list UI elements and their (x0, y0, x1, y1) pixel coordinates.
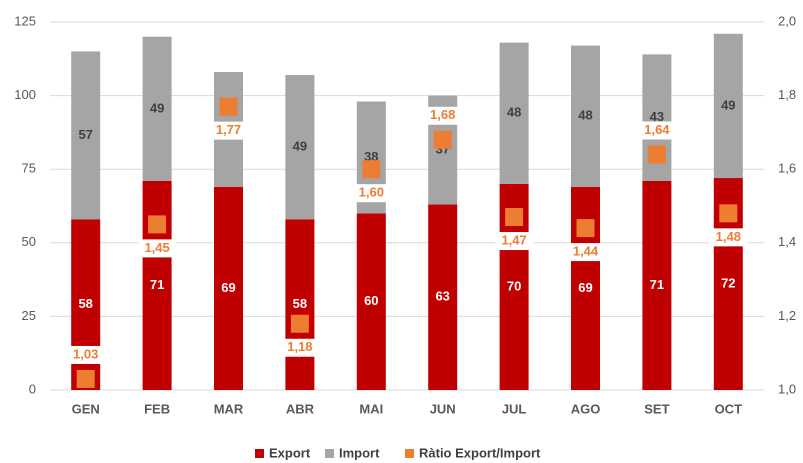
ratio-label-bg (280, 338, 319, 357)
ratio-value-label: 1,64 (644, 122, 670, 137)
bar-value-label: 70 (507, 278, 521, 293)
ratio-marker (362, 160, 381, 179)
bar-value-label: 71 (650, 277, 664, 292)
bar-segment (71, 51, 101, 220)
ratio-value-label: 1,18 (287, 339, 312, 354)
bar-value-label: 58 (293, 296, 307, 311)
x-tick-label: MAR (214, 401, 244, 416)
legend-label: Import (339, 445, 380, 460)
bar-value-label: 49 (721, 97, 735, 112)
y-tick-label: 0 (29, 381, 36, 396)
bar-value-label: 69 (221, 280, 235, 295)
bar-segment (285, 219, 315, 390)
x-tick-label: FEB (144, 401, 170, 416)
bar-value-label: 43 (650, 109, 664, 124)
legend-swatch (325, 449, 334, 458)
ratio-label-bg (352, 184, 391, 203)
ratio-label-bg (423, 106, 462, 125)
legend-label: Export (269, 445, 311, 460)
bar-value-label: 60 (364, 293, 378, 308)
bar-segment (642, 180, 672, 390)
bar-segment (428, 204, 458, 390)
legend-swatch (405, 449, 414, 458)
y-tick-label: 75 (22, 161, 36, 176)
ratio-label-bg (495, 232, 534, 251)
y2-tick-label: 1,6 (778, 161, 796, 176)
x-tick-label: JUN (430, 401, 456, 416)
ratio-marker (576, 219, 595, 238)
bar-segment (499, 42, 529, 184)
ratio-marker (505, 208, 524, 227)
ratio-value-label: 1,60 (359, 185, 384, 200)
bar-value-label: 49 (150, 100, 164, 115)
x-tick-label: MAI (359, 401, 383, 416)
y-tick-label: 50 (22, 234, 36, 249)
x-tick-label: ABR (286, 401, 315, 416)
ratio-value-label: 1,03 (73, 346, 98, 361)
ratio-value-label: 1,45 (144, 240, 169, 255)
bar-value-label: 48 (578, 108, 592, 123)
ratio-marker (148, 215, 167, 234)
bar-value-label: 71 (150, 277, 164, 292)
x-tick-label: GEN (72, 401, 100, 416)
bar-segment (285, 74, 315, 220)
legend-swatch (255, 449, 264, 458)
y2-tick-label: 1,0 (778, 381, 796, 396)
ratio-marker (76, 369, 95, 388)
ratio-marker (219, 97, 238, 116)
y-tick-label: 25 (22, 308, 36, 323)
ratio-marker (719, 204, 738, 223)
y2-tick-label: 1,2 (778, 308, 796, 323)
ratio-label-bg (66, 345, 105, 364)
ratio-label-bg (138, 239, 177, 258)
y-tick-label: 125 (14, 13, 36, 28)
bar-value-label: 49 (293, 139, 307, 154)
bar-value-label: 57 (78, 127, 92, 142)
x-tick-label: SET (644, 401, 669, 416)
x-tick-label: JUL (502, 401, 527, 416)
ratio-marker (433, 130, 452, 149)
bar-value-label: 48 (507, 105, 521, 120)
bar-segment (356, 213, 386, 390)
bar-segment (713, 33, 743, 179)
y-tick-label: 100 (14, 87, 36, 102)
y2-tick-label: 1,4 (778, 234, 796, 249)
ratio-value-label: 1,68 (430, 107, 455, 122)
legend-label: Ràtio Export/Import (419, 445, 541, 460)
ratio-value-label: 1,77 (216, 122, 241, 137)
ratio-marker (290, 314, 309, 333)
x-tick-label: OCT (715, 401, 743, 416)
bar-segment (142, 36, 172, 181)
bar-value-label: 72 (721, 275, 735, 290)
ratio-label-bg (709, 228, 748, 247)
ratio-label-bg (637, 121, 676, 140)
bar-value-label: 58 (78, 296, 92, 311)
ratio-value-label: 1,48 (716, 229, 741, 244)
bar-value-label: 63 (435, 289, 449, 304)
bar-segment (571, 45, 600, 187)
bar-value-label: 69 (578, 280, 592, 295)
ratio-value-label: 1,44 (573, 244, 599, 259)
bar-value-label: 38 (364, 149, 378, 164)
x-tick-label: AGO (571, 401, 601, 416)
y2-tick-label: 2,0 (778, 13, 796, 28)
ratio-marker (647, 145, 666, 164)
y2-tick-label: 1,8 (778, 87, 796, 102)
ratio-value-label: 1,47 (501, 232, 526, 247)
bar-segment (214, 186, 243, 390)
ratio-label-bg (209, 121, 248, 140)
ratio-label-bg (566, 243, 605, 262)
